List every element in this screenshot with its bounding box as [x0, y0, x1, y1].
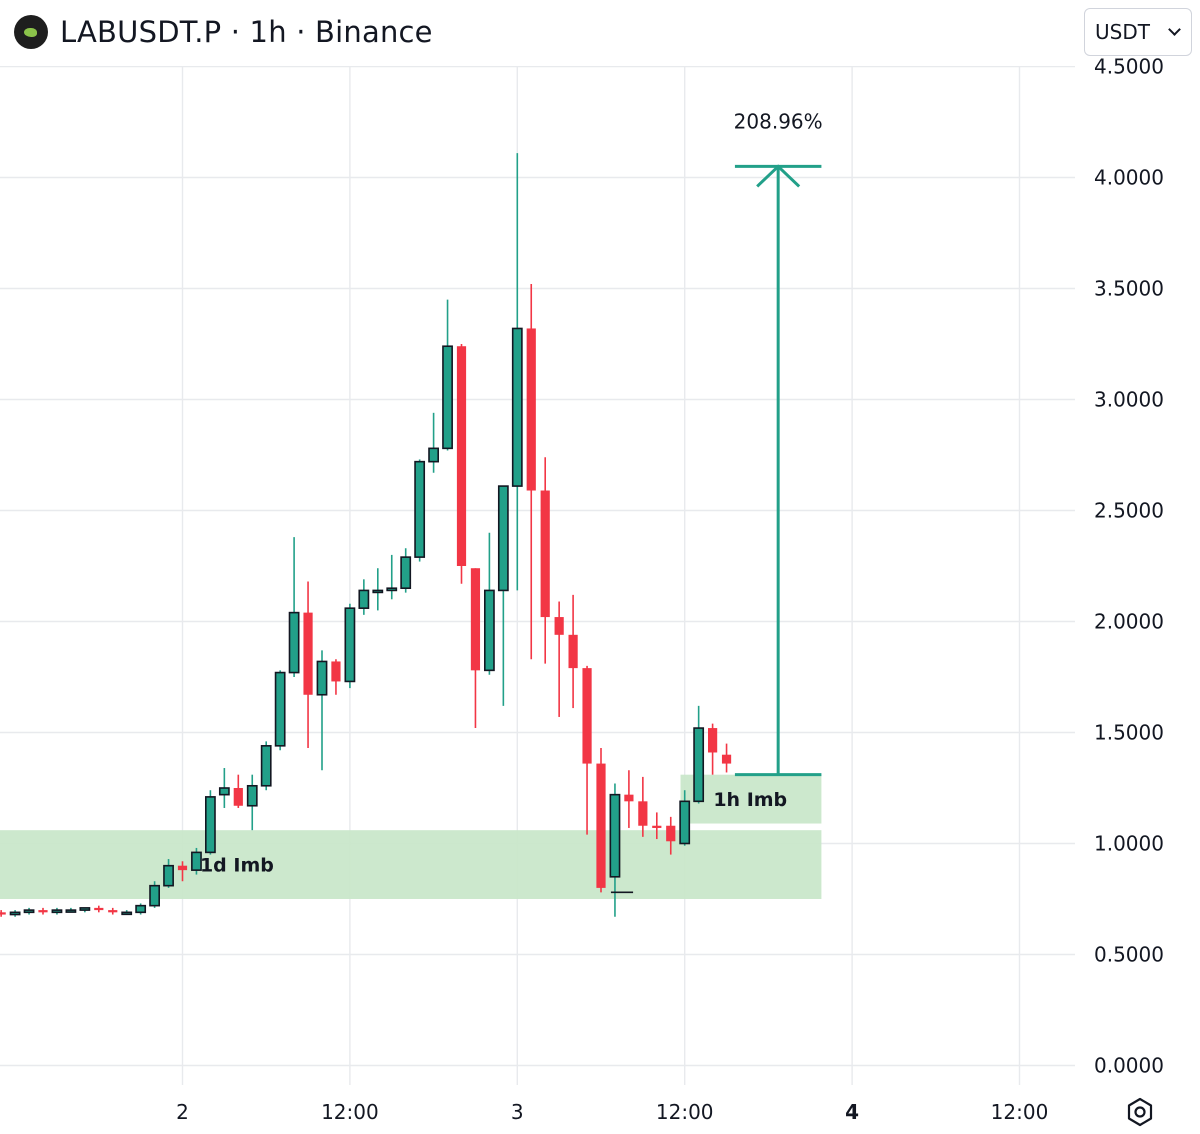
candle-body-up — [344, 607, 356, 683]
candle-body-up — [428, 447, 439, 463]
candle-body-down — [721, 754, 732, 764]
candle-body-up — [288, 611, 300, 674]
price-tick-label: 4.5000 — [1094, 55, 1164, 79]
candle-body-up — [260, 745, 272, 787]
candle-body-down — [0, 912, 6, 915]
candle-body-up — [274, 671, 286, 747]
candle-body-up — [9, 911, 21, 916]
candle-body-down — [470, 568, 481, 671]
price-tick-label: 1.5000 — [1094, 721, 1164, 745]
candle-body-up — [23, 909, 35, 914]
chart-header: LABUSDT.P · 1h · Binance — [14, 12, 433, 52]
candle-body-up — [218, 787, 230, 796]
time-tick-label: 4 — [845, 1100, 859, 1124]
price-tick-label: 0.5000 — [1094, 943, 1164, 967]
candle-body-down — [540, 490, 550, 618]
candle-body-down — [108, 910, 118, 913]
candle-body-up — [191, 851, 202, 871]
symbol-title[interactable]: LABUSDT.P · 1h · Binance — [60, 15, 433, 49]
chart-grid — [0, 66, 1075, 1085]
candle-body-up — [386, 587, 398, 592]
candle-body-down — [708, 728, 718, 753]
lab-token-icon — [14, 15, 48, 49]
time-tick-label: 12:00 — [656, 1100, 714, 1124]
imbalance-zone — [0, 830, 822, 899]
candle-body-down — [233, 788, 243, 806]
candle-body-up — [609, 793, 621, 878]
candle-body-down — [331, 661, 341, 682]
candle-body-up — [205, 796, 216, 854]
time-tick-label: 2 — [176, 1100, 189, 1124]
candle-body-up — [442, 345, 453, 450]
zone-label: 1d Imb — [200, 855, 274, 877]
measure-percent-label: 208.96% — [734, 109, 823, 133]
candle-body-down — [177, 865, 188, 871]
currency-label: USDT — [1095, 20, 1150, 44]
price-tick-label: 0.0000 — [1094, 1054, 1164, 1078]
candle-body-up — [679, 800, 691, 845]
price-tick-label: 3.0000 — [1094, 388, 1164, 412]
price-tick-label: 2.0000 — [1094, 610, 1164, 634]
candle-body-down — [596, 763, 606, 888]
candle-body-down — [94, 907, 104, 911]
candle-body-up — [163, 864, 174, 887]
zone-label: 1h Imb — [713, 789, 787, 811]
price-tick-label: 1.0000 — [1094, 832, 1164, 856]
price-tick-label: 4.0000 — [1094, 166, 1164, 190]
candle-body-down — [456, 346, 467, 566]
candle-body-down — [38, 910, 48, 913]
time-tick-label: 12:00 — [321, 1100, 379, 1124]
measure-arrow-head — [756, 164, 801, 188]
chevron-down-icon — [1168, 23, 1181, 36]
time-tick-label: 12:00 — [991, 1100, 1049, 1124]
time-tick-label: 3 — [511, 1100, 524, 1124]
candle-body-up — [51, 909, 63, 914]
candle-body-down — [638, 801, 648, 826]
candle-body-up — [135, 904, 147, 914]
currency-dropdown[interactable]: USDT — [1084, 8, 1192, 56]
candle-body-up — [400, 556, 412, 589]
candle-body-up — [414, 460, 426, 558]
candle-body-up — [511, 327, 523, 487]
candle-body-down — [582, 668, 592, 764]
candle-body-down — [303, 612, 313, 695]
candle-body-up — [79, 907, 91, 911]
candle-body-up — [316, 660, 328, 696]
candle-body-down — [526, 328, 536, 491]
candle-body-up — [65, 909, 77, 913]
price-tick-label: 2.5000 — [1094, 499, 1164, 523]
candle-body-up — [246, 784, 258, 807]
candle-body-up — [483, 589, 495, 672]
candle-body-up — [497, 485, 509, 592]
settings-icon[interactable] — [1122, 1094, 1158, 1130]
candle-body-down — [652, 825, 662, 828]
candle-body-down — [666, 825, 676, 842]
candlestick-series — [0, 153, 732, 917]
candle-body-up — [149, 884, 160, 907]
candle-body-down — [554, 617, 564, 635]
candle-body-down — [568, 634, 578, 669]
candle-body-down — [624, 794, 634, 802]
price-axis[interactable]: 4.5000 4.0000 3.5000 3.0000 2.5000 2.0000 1.50… — [1080, 0, 1200, 1078]
measure-tool[interactable]: 208.96% — [734, 109, 823, 777]
candle-body-up — [372, 589, 384, 594]
candle-body-up — [693, 727, 705, 803]
candle-body-up — [121, 911, 133, 916]
candle-body-up — [358, 589, 370, 609]
price-tick-label: 3.5000 — [1094, 277, 1164, 301]
